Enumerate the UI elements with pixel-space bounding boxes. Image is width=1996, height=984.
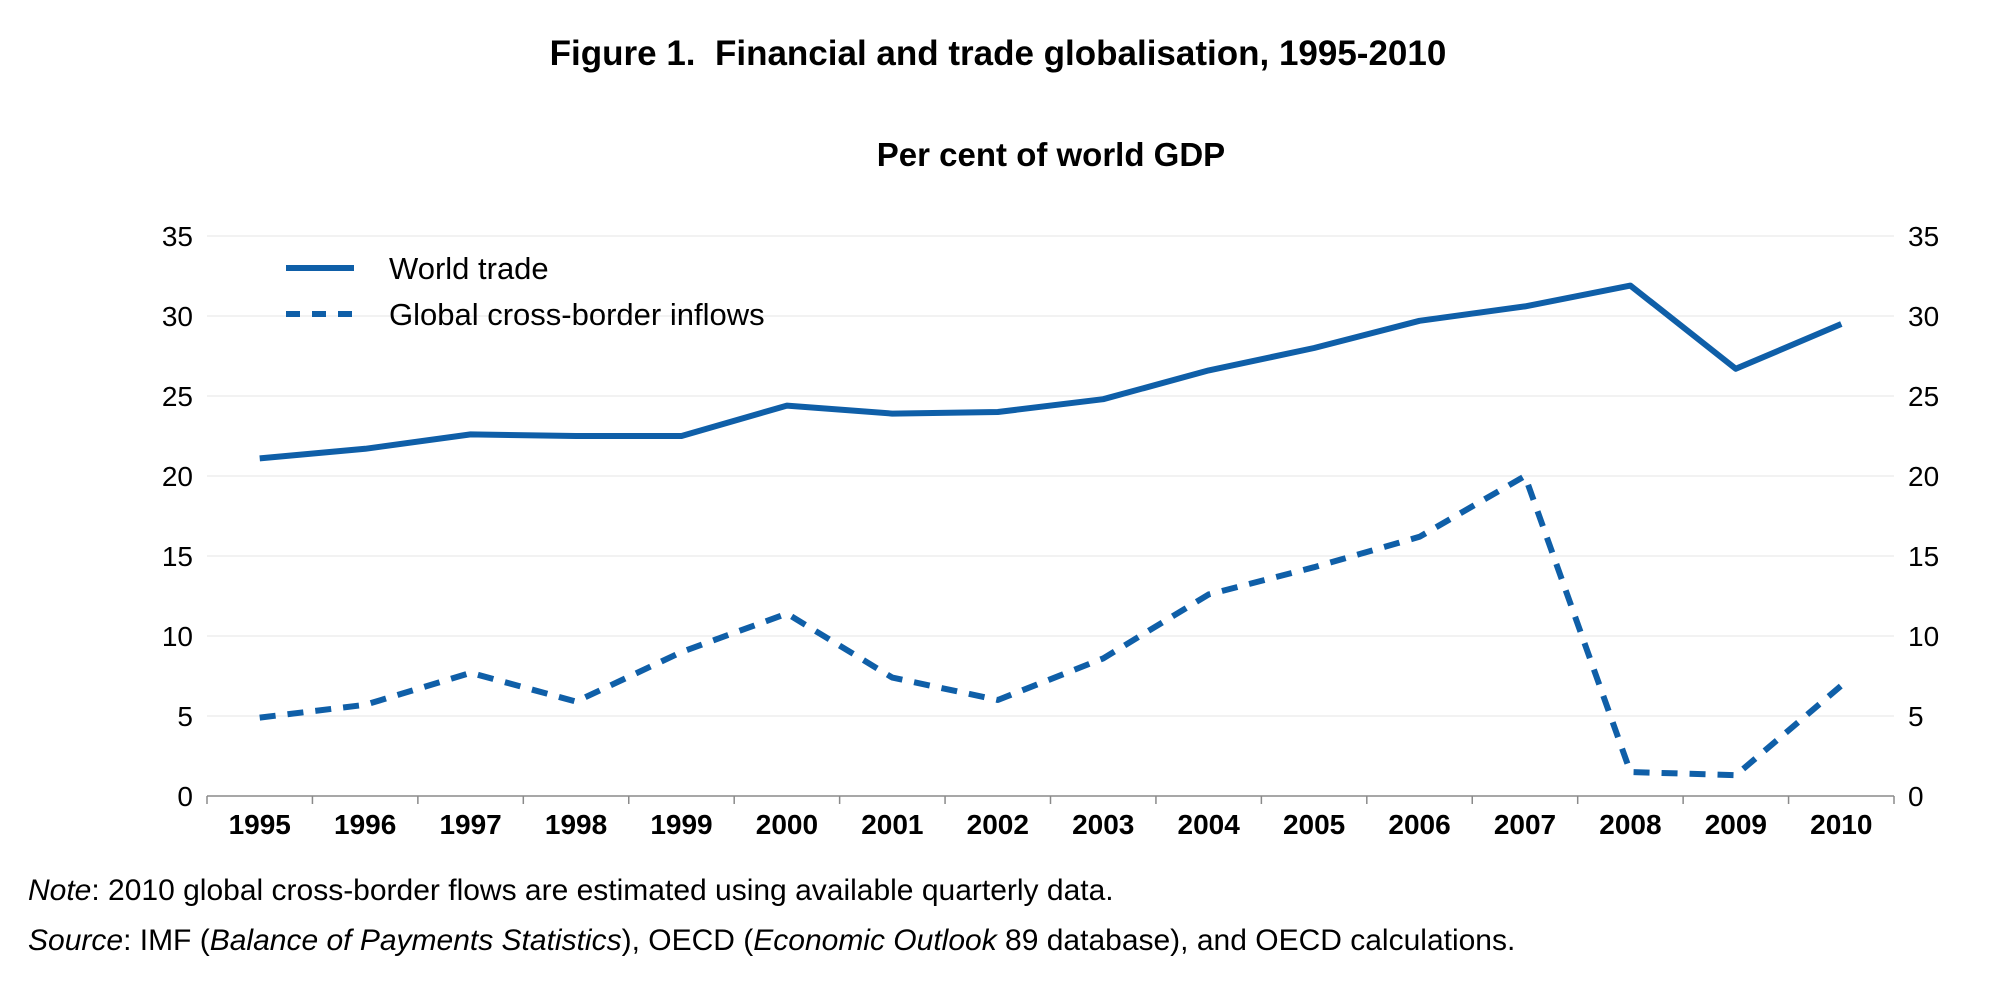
y-tick-label-right: 35 [1908, 221, 1939, 252]
gridlines [207, 235, 1894, 717]
source-part-3: 89 database), and OECD calculations. [996, 924, 1516, 957]
y-tick-label-right: 30 [1908, 301, 1939, 332]
note-label: Note [28, 874, 92, 907]
x-axis [206, 795, 1895, 804]
x-tick-label: 2001 [861, 809, 923, 840]
source-part-1: : IMF ( [123, 924, 210, 957]
x-axis-labels: 1995 1996 1997 1998 1999 2000 2001 2002 2003 2004… [229, 809, 1873, 840]
note-text: Note: 2010 global cross-border flows are… [28, 874, 1114, 908]
y-tick-label-right: 25 [1908, 381, 1939, 412]
source-part-2: ), OECD ( [621, 924, 754, 957]
legend-label: World trade [389, 251, 549, 286]
y-tick-label-right: 5 [1908, 701, 1924, 732]
y-tick-label-right: 10 [1908, 621, 1939, 652]
x-tick-label: 2005 [1283, 809, 1345, 840]
source-italic-2: Economic Outlook [753, 924, 997, 957]
y-tick-label-left: 0 [177, 781, 193, 812]
series-line-cross-border-inflows [259, 473, 1844, 779]
x-tick-label: 2004 [1178, 809, 1241, 840]
y-tick-label-left: 35 [162, 221, 193, 252]
x-tick-label: 2009 [1705, 809, 1767, 840]
note-body: : 2010 global cross-border flows are est… [91, 874, 1114, 907]
x-tick-label: 1997 [439, 809, 501, 840]
y-tick-label-right: 15 [1908, 541, 1939, 572]
x-tick-label: 2000 [756, 809, 818, 840]
chart-subtitle: Per cent of world GDP [876, 136, 1226, 173]
x-tick-label: 2006 [1388, 809, 1450, 840]
y-tick-label-left: 15 [162, 541, 193, 572]
x-tick-label: 2002 [967, 809, 1029, 840]
x-tick-label: 1998 [545, 809, 607, 840]
x-tick-label: 1999 [650, 809, 712, 840]
y-axis-labels: 0 0 5 5 10 10 15 15 20 20 25 25 30 30 35 35 [162, 221, 1939, 812]
y-tick-label-left: 25 [162, 381, 193, 412]
y-tick-label-left: 5 [177, 701, 193, 732]
figure-title: Figure 1. Financial and trade globalisat… [549, 34, 1447, 73]
x-tick-label: 2010 [1810, 809, 1872, 840]
y-tick-label-right: 20 [1908, 461, 1939, 492]
series-line-world-trade [259, 282, 1843, 462]
x-tick-label: 2003 [1072, 809, 1134, 840]
source-label: Source [28, 924, 124, 957]
legend-label: Global cross-border inflows [389, 297, 765, 332]
legend: World trade Global cross-border inflows [286, 251, 765, 332]
x-tick-label: 1996 [334, 809, 396, 840]
y-tick-label-left: 20 [162, 461, 193, 492]
x-tick-label: 2008 [1599, 809, 1661, 840]
x-tick-label: 1995 [229, 809, 291, 840]
source-text: Source: IMF (Balance of Payments Statist… [28, 924, 1515, 958]
source-italic-1: Balance of Payments Statistics [209, 924, 622, 957]
y-tick-label-right: 0 [1908, 781, 1924, 812]
y-tick-label-left: 30 [162, 301, 193, 332]
y-tick-label-left: 10 [162, 621, 193, 652]
series-lines [259, 282, 1844, 779]
x-tick-label: 2007 [1494, 809, 1556, 840]
